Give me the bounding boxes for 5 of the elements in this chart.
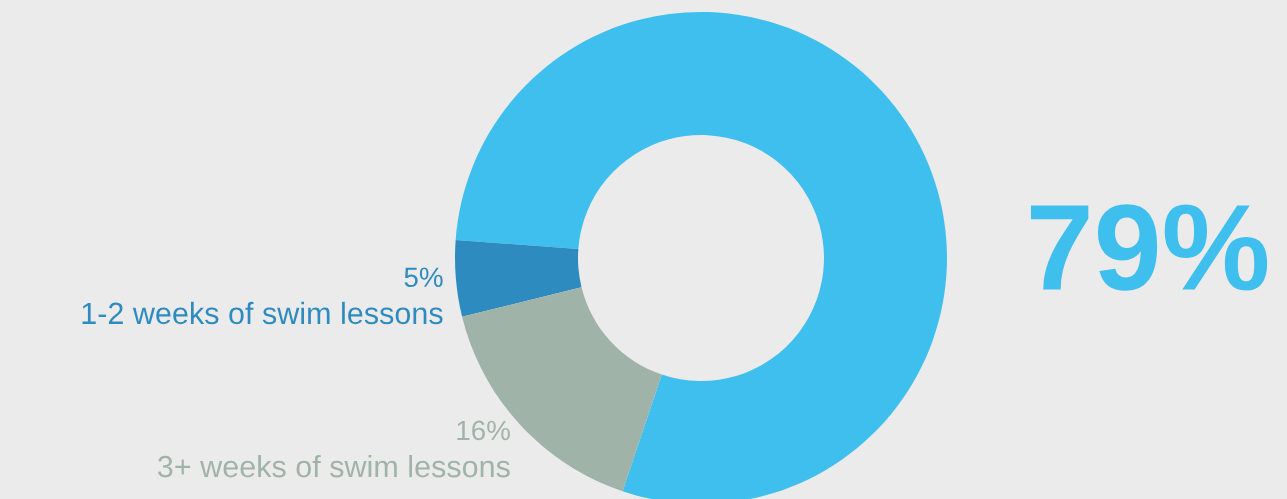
slice-label: 3+ weeks of swim lessons <box>157 454 510 478</box>
data-label: 16% <box>457 420 510 441</box>
data-label: 5% <box>404 267 443 288</box>
data-label: 79% <box>1030 204 1268 291</box>
slice-label: 1-2 weeks of swim lessons <box>82 301 443 325</box>
